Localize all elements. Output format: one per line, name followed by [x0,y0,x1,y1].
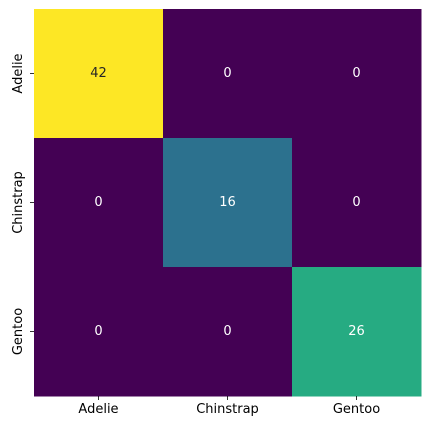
heatmap-cell-adelie-chinstrap [163,9,293,139]
cells-layer [34,9,422,397]
heatmap-cell-gentoo-gentoo [292,267,422,397]
heatmap-cell-gentoo-adelie [34,267,164,397]
cell-value-label: 0 [352,195,360,210]
x-tick-label: Gentoo [333,402,380,417]
annotations-layer: 42 0 0 0 16 0 0 0 26 [90,66,365,339]
cell-value-label: 0 [223,324,231,339]
heatmap-cell-adelie-gentoo [292,9,422,139]
cell-value-label: 0 [94,195,102,210]
cell-value-label: 16 [219,195,236,210]
heatmap-cell-chinstrap-chinstrap [163,138,293,268]
heatmap-cell-chinstrap-gentoo [292,138,422,268]
cell-value-label: 0 [352,66,360,81]
y-tick-label: Adelie [11,53,26,93]
cell-value-label: 0 [94,324,102,339]
heatmap-cell-gentoo-chinstrap [163,267,293,397]
y-tick-label: Chinstrap [11,171,26,234]
x-tick-label: Adelie [78,402,118,417]
heatmap-cell-adelie-adelie [34,9,164,139]
cell-value-label: 42 [90,66,107,81]
y-tick-label: Gentoo [11,308,26,355]
x-axis: Adelie Chinstrap Gentoo [78,396,380,417]
x-tick-label: Chinstrap [196,402,259,417]
cell-value-label: 26 [348,324,365,339]
y-axis: Adelie Chinstrap Gentoo [11,53,34,355]
cell-value-label: 0 [223,66,231,81]
heatmap-cell-chinstrap-adelie [34,138,164,268]
